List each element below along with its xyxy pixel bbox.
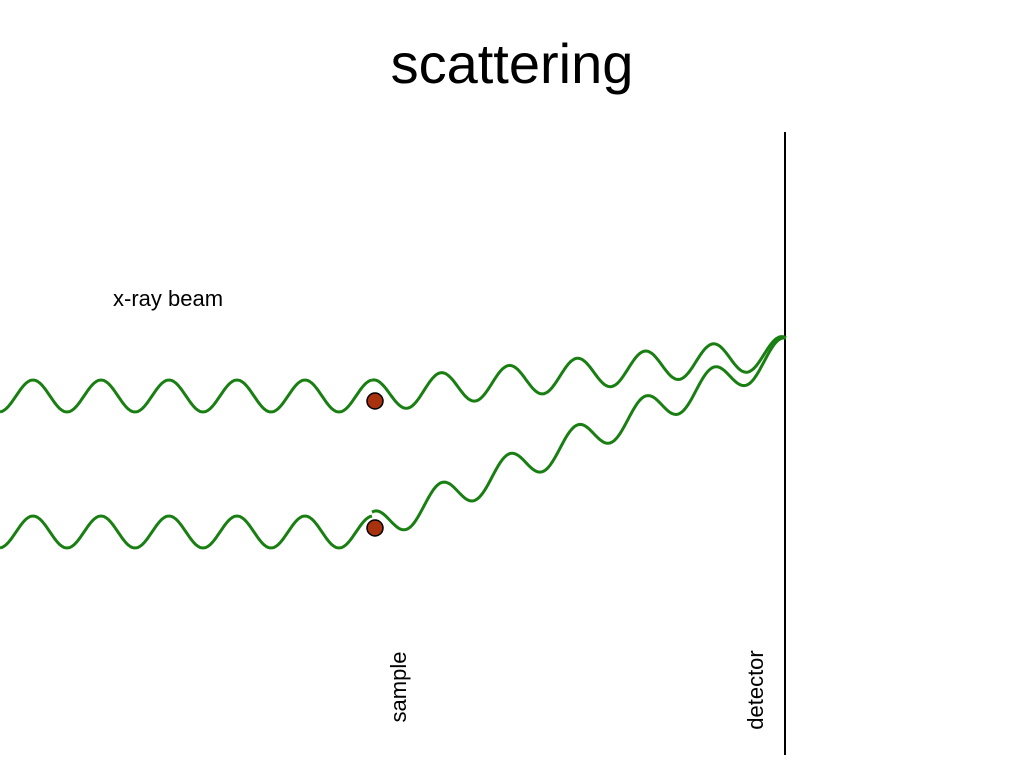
incident-wave <box>0 378 373 414</box>
title: scattering <box>391 32 634 95</box>
beam-label: x-ray beam <box>113 286 223 311</box>
scattered-wave <box>371 335 787 410</box>
incident-wave <box>0 514 373 550</box>
scattered-wave <box>371 336 787 532</box>
sample-atom <box>366 519 384 537</box>
detector-label: detector <box>743 650 768 730</box>
sample-label: sample <box>386 652 411 723</box>
sample-atom <box>366 392 384 410</box>
